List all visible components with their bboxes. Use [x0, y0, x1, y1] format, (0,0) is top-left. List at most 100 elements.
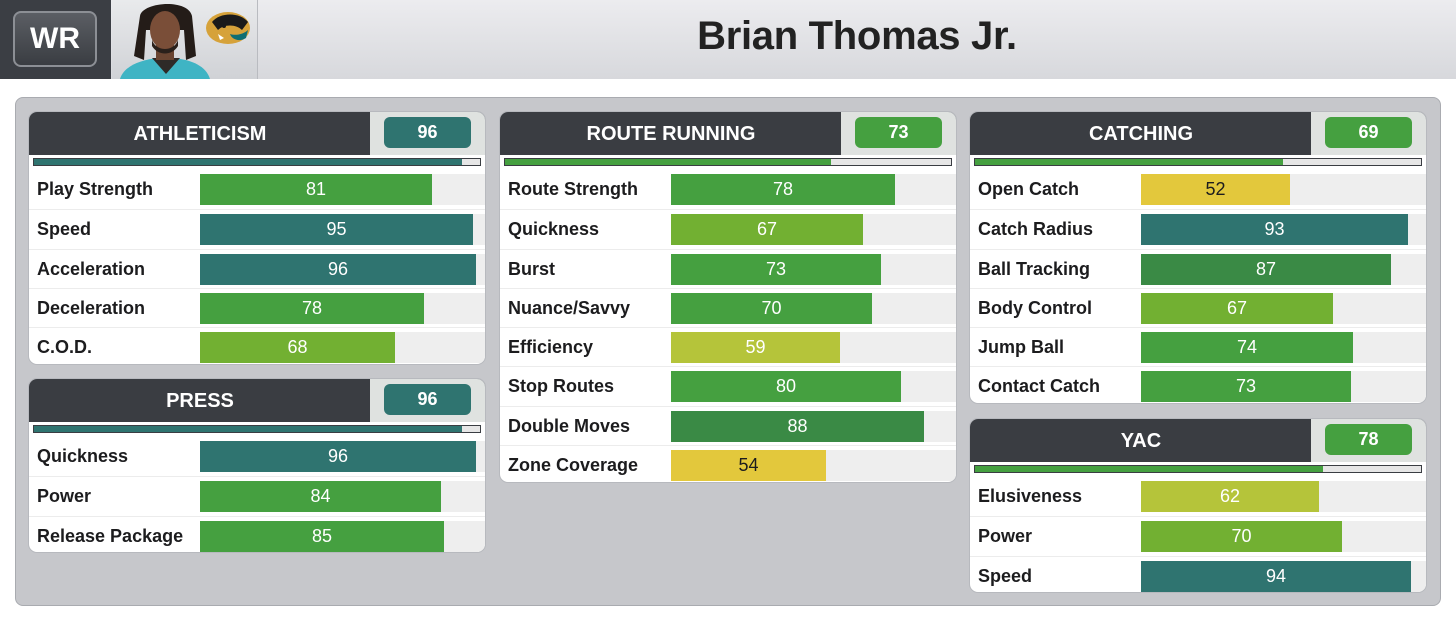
attribute-label: Double Moves: [508, 415, 631, 436]
attribute-label: Quickness: [37, 446, 129, 466]
attribute-row: Zone Coverage 54: [500, 445, 956, 482]
attribute-label: Release Package: [37, 525, 184, 546]
attribute-bar: 96: [200, 441, 476, 472]
press-title: PRESS: [166, 390, 234, 412]
yac-overall-bar: [974, 465, 1422, 473]
attribute-bar-track: 74: [1141, 332, 1426, 364]
yac-attribute-list: Elusiveness 62 Power 70 Speed 94: [970, 477, 1426, 592]
attribute-bar-track: 95: [200, 214, 485, 246]
attribute-row: Quickness 96: [29, 437, 485, 476]
attribute-label: Speed: [37, 219, 92, 240]
press-overall-bar: [33, 425, 481, 433]
attribute-label: Stop Routes: [508, 376, 614, 397]
route-running-score-cell: 73: [841, 112, 956, 155]
player-photo: [112, 0, 258, 79]
athleticism-title: ATHLETICISM: [133, 123, 267, 145]
route-running-title: ROUTE RUNNING: [586, 123, 756, 145]
attribute-bar-track: 78: [671, 174, 956, 205]
catching-header: CATCHING 69: [970, 112, 1426, 155]
attribute-bar: 73: [1141, 371, 1351, 403]
player-header: WR Brian Thomas Jr.: [0, 0, 1456, 79]
attribute-row: Jump Ball 74: [970, 327, 1426, 366]
attribute-bar: 81: [200, 174, 432, 205]
attribute-bar: 59: [671, 332, 840, 364]
attribute-bar-track: 84: [200, 481, 485, 513]
attribute-row: Efficiency 59: [500, 327, 956, 366]
attribute-row: Power 84: [29, 476, 485, 515]
attribute-row: Double Moves 88: [500, 405, 956, 445]
attribute-row: Ball Tracking 87: [970, 248, 1426, 288]
attribute-bar-track: 93: [1141, 214, 1426, 246]
attribute-label: Catch Radius: [978, 219, 1094, 240]
attribute-bar: 70: [1141, 521, 1342, 553]
attribute-bar-track: 78: [200, 292, 485, 324]
attribute-row: Quickness 67: [500, 209, 956, 248]
attribute-label: Efficiency: [508, 337, 594, 358]
attribute-bar-track: 80: [671, 371, 956, 403]
attribute-bar: 85: [200, 520, 444, 552]
attribute-bar-track: 67: [1141, 292, 1426, 324]
attribute-label: Jump Ball: [978, 337, 1065, 358]
attribute-bar: 52: [1141, 174, 1290, 205]
attribute-bar-track: 96: [200, 441, 485, 472]
route-running-attribute-list: Route Strength 78 Quickness 67 Burst 73 Nuance…: [500, 170, 956, 482]
attribute-bar: 78: [200, 292, 424, 324]
attribute-label: Route Strength: [508, 179, 638, 199]
attribute-row: Body Control 67: [970, 287, 1426, 327]
athleticism-score-badge: 96: [384, 117, 471, 148]
attribute-bar: 94: [1141, 560, 1411, 592]
team-logo-icon: [206, 12, 250, 44]
attribute-row: Contact Catch 73: [970, 366, 1426, 403]
attribute-row: Nuance/Savvy 70: [500, 287, 956, 327]
catching-overall-fill: [975, 159, 1283, 165]
attribute-bar-track: 67: [671, 214, 956, 246]
attribute-row: Deceleration 78: [29, 287, 485, 327]
attribute-label: Burst: [508, 258, 556, 279]
attribute-bar-track: 81: [200, 174, 485, 205]
attribute-label: Open Catch: [978, 179, 1080, 199]
yac-score-badge: 78: [1325, 424, 1412, 455]
route-running-score-badge: 73: [855, 117, 942, 148]
catching-score-cell: 69: [1311, 112, 1426, 155]
route-running-card: ROUTE RUNNING 73 Route Strength 78 Quickness…: [499, 111, 957, 483]
attribute-row: Play Strength 81: [29, 170, 485, 209]
press-card: PRESS 96 Quickness 96 Power 84 Release Package…: [28, 378, 486, 553]
attribute-bar: 96: [200, 253, 476, 285]
attribute-row: Catch Radius 93: [970, 209, 1426, 248]
athleticism-overall-fill: [34, 159, 463, 165]
attribute-bar-track: 54: [671, 450, 956, 482]
attribute-bar-track: 70: [671, 292, 956, 324]
position-panel: WR: [0, 0, 111, 79]
attribute-bar-track: 68: [200, 332, 485, 364]
athleticism-header: ATHLETICISM 96: [29, 112, 485, 155]
attribute-bar: 95: [200, 214, 473, 246]
attribute-bar: 67: [1141, 292, 1333, 324]
attribute-label: Quickness: [508, 219, 600, 240]
attribute-bar-track: 59: [671, 332, 956, 364]
athleticism-overall-bar: [33, 158, 481, 166]
attribute-bar-track: 62: [1141, 481, 1426, 512]
attribute-bar: 87: [1141, 253, 1391, 285]
attribute-row: Acceleration 96: [29, 248, 485, 288]
attribute-bar-track: 94: [1141, 560, 1426, 592]
attribute-row: C.O.D. 68: [29, 327, 485, 364]
attribute-bar: 62: [1141, 481, 1319, 512]
catching-overall-bar: [974, 158, 1422, 166]
attribute-bar-track: 73: [1141, 371, 1426, 403]
press-score-cell: 96: [370, 379, 485, 422]
attribute-bar: 88: [671, 410, 924, 442]
player-name: Brian Thomas Jr.: [697, 14, 1017, 58]
catching-score-badge: 69: [1325, 117, 1412, 148]
yac-score-cell: 78: [1311, 419, 1426, 462]
attribute-row: Speed 95: [29, 209, 485, 248]
attribute-bar: 73: [671, 253, 881, 285]
press-score-badge: 96: [384, 384, 471, 415]
press-header: PRESS 96: [29, 379, 485, 422]
press-overall-fill: [34, 426, 463, 432]
attribute-bar-track: 73: [671, 253, 956, 285]
athleticism-card: ATHLETICISM 96 Play Strength 81 Speed 95 Accel…: [28, 111, 486, 365]
player-headshot-icon: [120, 3, 250, 79]
attribute-bar-track: 88: [671, 410, 956, 442]
attribute-bar: 54: [671, 450, 826, 482]
attribute-bar-track: 52: [1141, 174, 1426, 205]
